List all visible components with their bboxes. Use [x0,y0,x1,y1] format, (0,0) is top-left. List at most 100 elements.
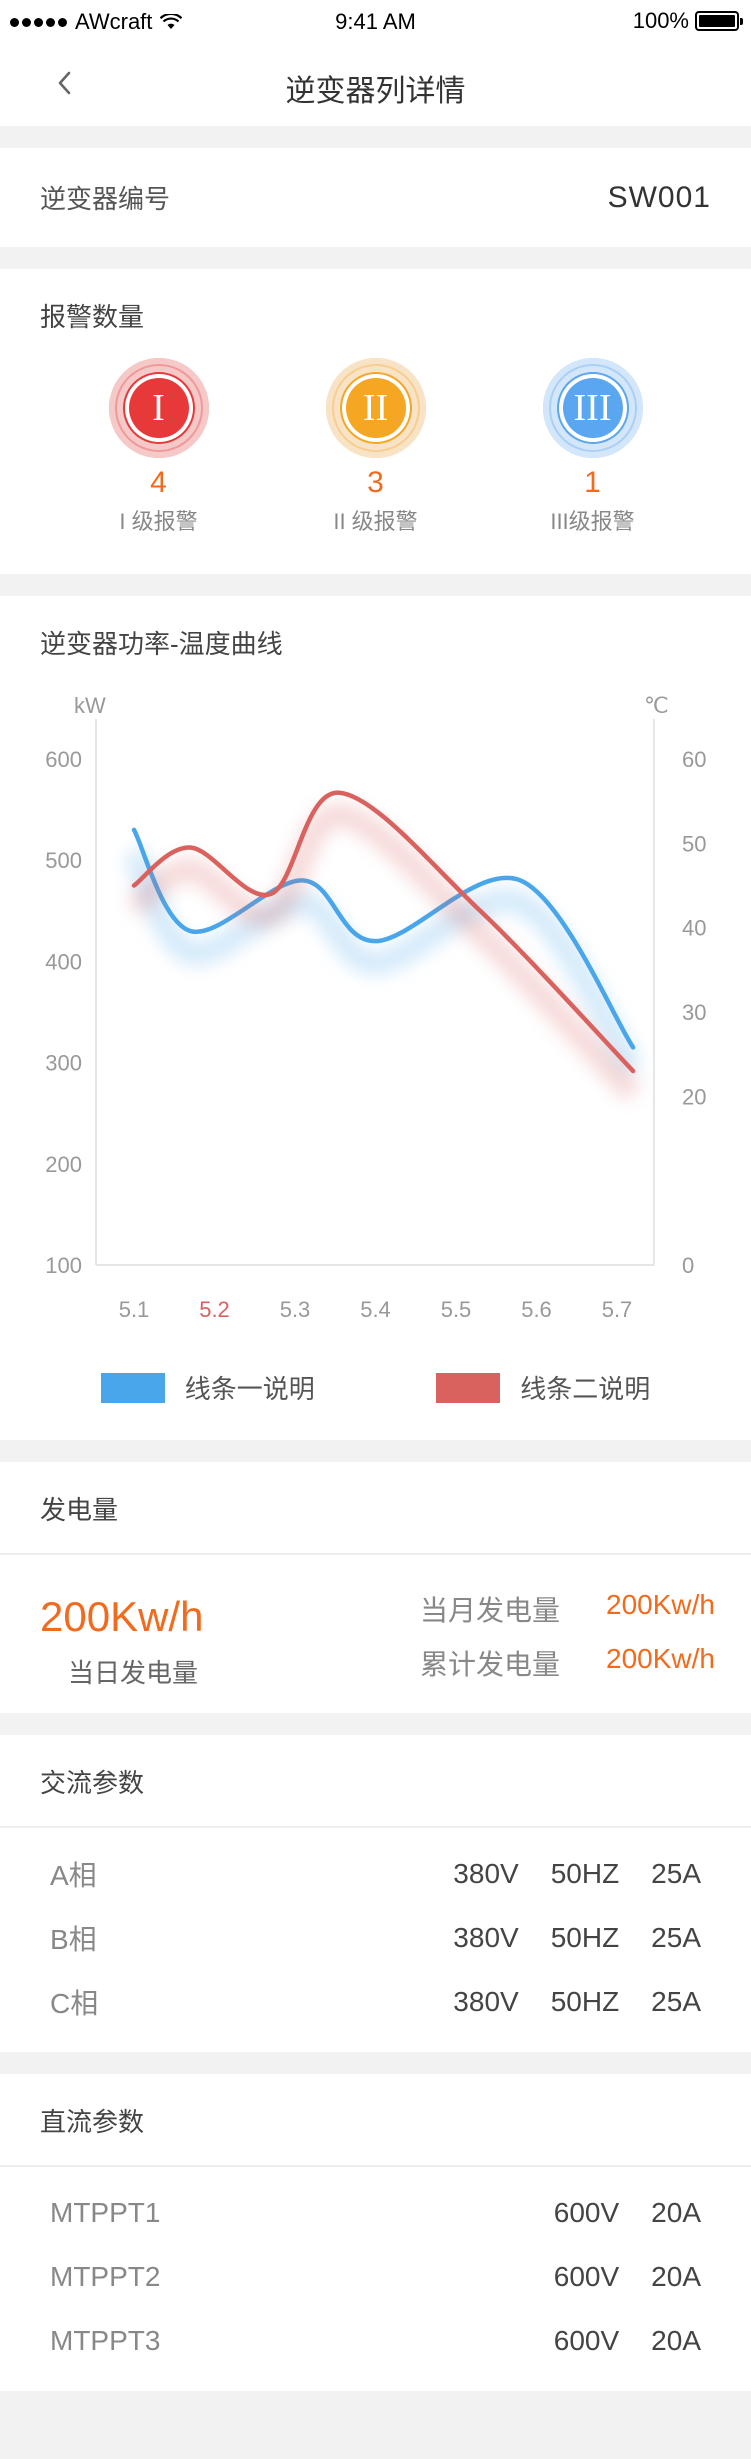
chart-legend: 线条一说明 线条二说明 [0,1369,751,1440]
inverter-id-label: 逆变器编号 [40,184,171,214]
month-generation-row: 当月发电量 200Kw/h [420,1589,715,1629]
alarm-level-3-icon: III [542,358,643,458]
page-title: 逆变器列详情 [285,75,466,108]
ac-section-title: 交流参数 [40,1768,145,1798]
alarm-level-3[interactable]: III 1 III级报警 [523,358,663,536]
total-generation-label: 累计发电量 [420,1649,561,1680]
ac-row-a: A相 380V 50HZ 25A [0,1842,751,1906]
dc-current: 20A [651,2261,701,2292]
ac-frequency: 50HZ [550,1922,620,1953]
series-2-line [131,790,636,1074]
dc-row-2: MTPPT2 600V 20A [0,2245,751,2309]
status-time: 9:41 AM [335,9,416,34]
x-tick-label: 5.1 [119,1297,150,1322]
chart-card: 逆变器功率-温度曲线 kW ℃ 600 500 400 300 200 100 60 50 40 30… [0,596,751,1440]
y-tick-label-right: 30 [682,1000,706,1025]
today-generation-label: 当日发电量 [68,1658,199,1688]
ac-frequency: 50HZ [550,1986,620,2017]
ac-current: 25A [651,1986,701,2017]
ac-phase-name: C相 [50,1988,99,2019]
legend-series-1-label: 线条一说明 [184,1374,315,1404]
generation-card: 发电量 200Kw/h 当日发电量 当月发电量 200Kw/h 累计发电量 20… [0,1462,751,1713]
dc-row-1: MTPPT1 600V 20A [0,2181,751,2245]
alarm-level-3-label: III级报警 [550,509,635,534]
dc-channel-name: MTPPT3 [50,2325,161,2356]
inverter-id-value: SW001 [607,180,711,214]
y-tick-label-right: 0 [682,1253,694,1278]
battery-icon [695,11,743,31]
x-tick-label: 5.3 [280,1297,311,1322]
alarm-level-1-label: I 级报警 [119,509,198,534]
legend-series-2-swatch [436,1372,501,1403]
chart-section-title: 逆变器功率-温度曲线 [40,629,283,659]
ac-voltage: 380V [453,1922,519,1953]
alarm-level-2-icon: II [325,358,426,458]
nav-bar: 逆变器列详情 [0,42,751,126]
y-tick-label-left: 300 [45,1051,82,1076]
dc-params-card: 直流参数 MTPPT1 600V 20A MTPPT2 600V 20A MTPPT… [0,2074,751,2391]
y-tick-label-left: 200 [45,1152,82,1177]
total-generation-value: 200Kw/h [606,1643,715,1674]
alarm-level-1-icon: I [108,358,209,458]
y-axis-unit-left: kW [74,693,106,718]
dc-row-3: MTPPT3 600V 20A [0,2309,751,2373]
ac-current: 25A [651,1922,701,1953]
ac-voltage: 380V [453,1858,519,1889]
legend-series-1[interactable]: 线条一说明 [100,1369,315,1406]
battery-percent: 100% [632,8,689,33]
dc-channel-name: MTPPT1 [50,2197,161,2228]
y-tick-label-left: 400 [45,949,82,974]
ac-current: 25A [651,1858,701,1889]
series-1-line [131,827,636,1050]
y-axis-unit-right: ℃ [644,693,669,718]
ac-params-card: 交流参数 A相 380V 50HZ 25A B相 380V 50HZ 25A C相 38… [0,1735,751,2052]
x-tick-label: 5.6 [521,1297,552,1322]
x-tick-label: 5.4 [360,1297,391,1322]
dc-voltage: 600V [553,2197,620,2228]
x-tick-label: 5.5 [441,1297,472,1322]
ac-phase-name: B相 [50,1924,97,1955]
legend-series-2[interactable]: 线条二说明 [436,1369,650,1406]
ac-row-c: C相 380V 50HZ 25A [0,1970,751,2034]
y-tick-label-right: 50 [682,831,706,856]
alarm-level-1[interactable]: I 4 I 级报警 [89,358,229,536]
dc-channel-name: MTPPT2 [50,2261,161,2292]
y-tick-label-right: 20 [682,1084,706,1109]
total-generation-row: 累计发电量 200Kw/h [420,1643,715,1683]
dc-current: 20A [651,2325,701,2356]
x-tick-label: 5.2 [199,1297,230,1322]
alarm-level-2-label: II 级报警 [333,509,418,534]
dc-voltage: 600V [553,2325,620,2356]
ac-row-b: B相 380V 50HZ 25A [0,1906,751,1970]
alarm-section-title: 报警数量 [40,302,145,332]
dc-current: 20A [651,2197,701,2228]
alarm-level-2[interactable]: II 3 II 级报警 [306,358,446,536]
signal-icon [10,17,67,27]
dc-section-title: 直流参数 [40,2107,145,2137]
x-tick-label: 5.7 [602,1297,633,1322]
generation-section-title: 发电量 [40,1495,119,1525]
alarm-card: 报警数量 I 4 I 级报警 II 3 II 级报警 III 1 III级报警 [0,269,751,574]
legend-series-1-swatch [100,1372,165,1403]
dc-voltage: 600V [553,2261,620,2292]
alarm-level-1-count: 4 [150,466,167,499]
legend-series-2-label: 线条二说明 [520,1374,651,1404]
alarm-level-2-count: 3 [367,466,384,499]
series-1-shadow [124,846,643,1076]
ac-voltage: 380V [453,1986,519,2017]
carrier-name: AWcraft [75,9,153,34]
month-generation-label: 当月发电量 [420,1595,561,1626]
y-tick-label-left: 500 [45,848,82,873]
y-tick-label-right: 40 [682,916,706,941]
y-tick-label-left: 600 [45,747,82,772]
alarm-level-3-count: 1 [584,466,601,499]
month-generation-value: 200Kw/h [606,1589,715,1620]
ac-phase-name: A相 [50,1860,97,1891]
y-tick-label-right: 60 [682,747,706,772]
wifi-icon [160,14,183,29]
inverter-id-card: 逆变器编号 SW001 [0,148,751,247]
back-chevron-icon[interactable] [52,70,78,96]
y-tick-label-left: 100 [45,1253,82,1278]
today-generation-value: 200Kw/h [40,1593,204,1640]
